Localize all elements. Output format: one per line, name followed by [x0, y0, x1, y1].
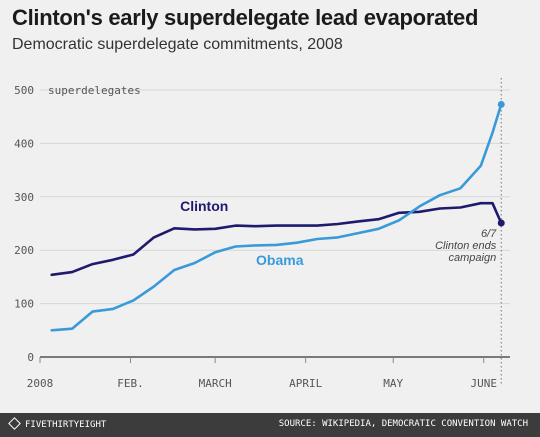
- y-tick-label: 100: [14, 298, 34, 311]
- y-tick-label: 0: [27, 351, 34, 364]
- annotation-text-line2: campaign: [449, 252, 497, 264]
- series-line-obama: [50, 103, 503, 332]
- x-tick-label: JUNE: [470, 377, 497, 390]
- annotation-text-line1: Clinton ends: [435, 240, 497, 252]
- series-label-clinton: Clinton: [180, 198, 228, 214]
- brand-label: FIVETHIRTYEIGHT: [25, 420, 107, 430]
- x-tick-label: MAY: [383, 377, 403, 390]
- y-tick-label: 300: [14, 191, 34, 204]
- y-axis-label: superdelegates: [48, 84, 141, 97]
- x-tick-label: APRIL: [289, 377, 322, 390]
- x-tick-label: FEB.: [117, 377, 144, 390]
- fivethirtyeight-logo-icon: [8, 417, 21, 430]
- series-line-clinton: [50, 201, 503, 277]
- source-credit: SOURCE: WIKIPEDIA, DEMOCRATIC CONVENTION…: [278, 419, 528, 429]
- series-endpoint-clinton: [497, 219, 505, 227]
- annotation-date: 6/7: [481, 228, 497, 240]
- x-tick-label: MARCH: [199, 377, 232, 390]
- y-tick-label: 500: [14, 84, 34, 97]
- series-label-obama: Obama: [256, 252, 304, 268]
- y-tick-label: 200: [14, 244, 34, 257]
- line-chart: 0 100 200 300 400 500 superdelegates 2008 FEB. MA…: [14, 78, 510, 390]
- x-tick-label: 2008: [27, 377, 54, 390]
- chart-title: Clinton's early superdelegate lead evapo…: [12, 5, 479, 30]
- chart-subtitle: Democratic superdelegate commitments, 20…: [12, 36, 343, 53]
- y-tick-label: 400: [14, 137, 34, 150]
- brand: FIVETHIRTYEIGHT: [8, 417, 107, 430]
- series-endpoint-obama: [497, 100, 505, 108]
- footer-bar: FIVETHIRTYEIGHT SOURCE: WIKIPEDIA, DEMOC…: [0, 413, 540, 437]
